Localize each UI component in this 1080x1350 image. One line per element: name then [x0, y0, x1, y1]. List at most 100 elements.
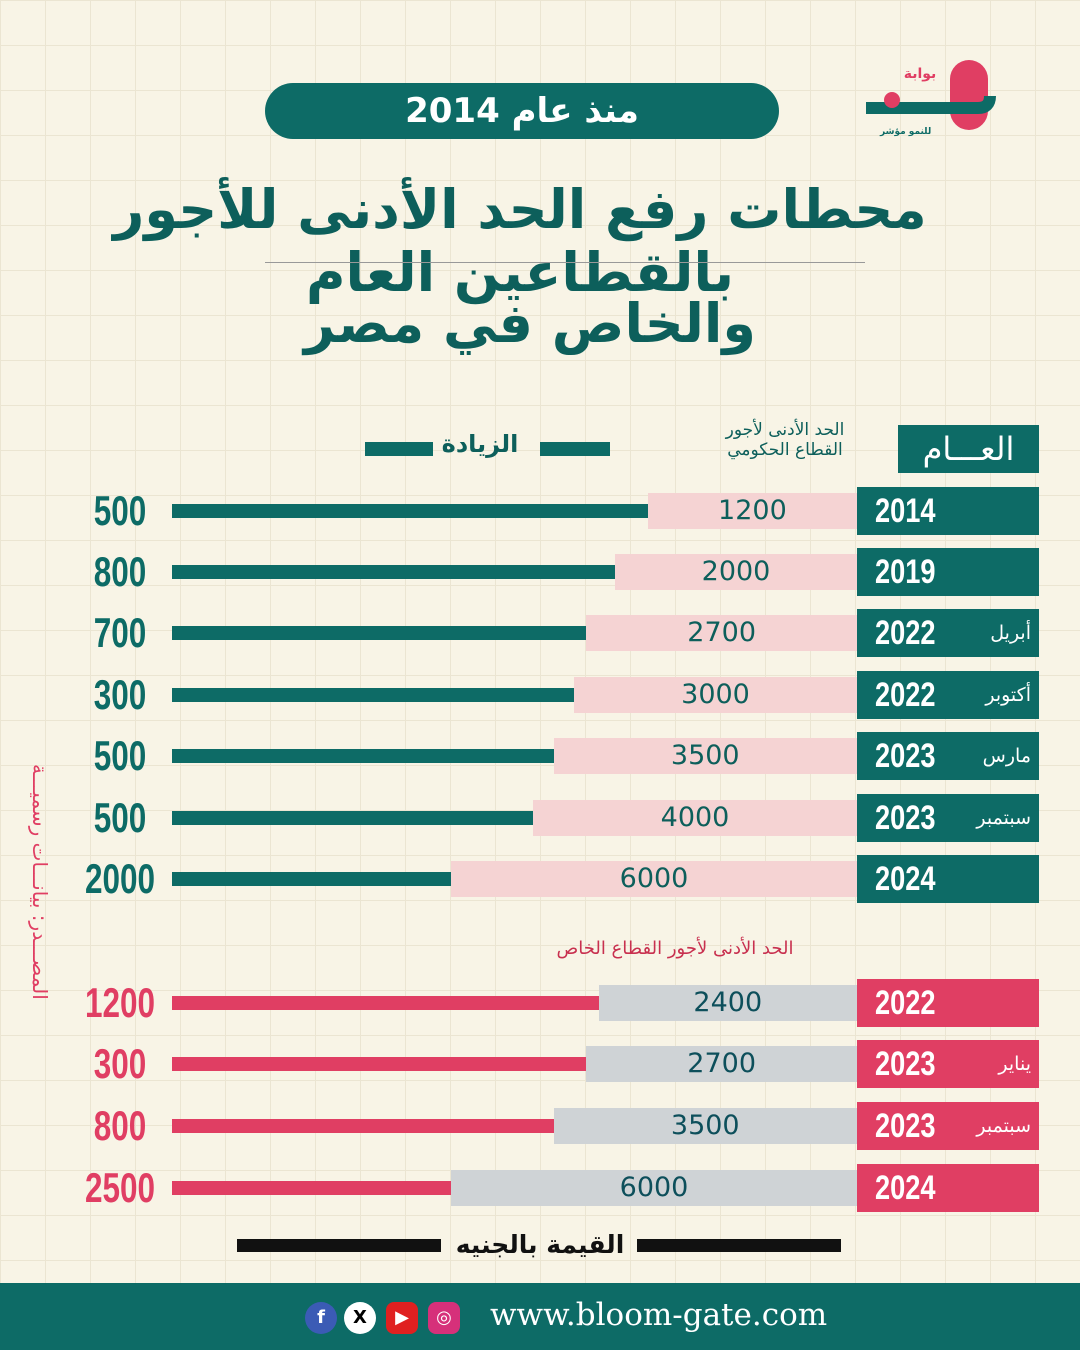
gov-header: الحد الأدنى لأجور القطاع الحكومي: [725, 420, 845, 460]
wage-value: 4000: [660, 802, 730, 833]
increase-bar: [172, 749, 554, 763]
year-label: 2023: [875, 1045, 936, 1083]
year-label: 2019: [875, 553, 936, 591]
table-row: 800 3500 2023 سبتمبر: [0, 1102, 1080, 1150]
table-row: 500 4000 2023 سبتمبر: [0, 794, 1080, 842]
wage-bar: 4000: [533, 800, 857, 836]
increase-value: 1200: [84, 979, 156, 1026]
wage-bar: 3500: [553, 1108, 857, 1144]
year-box: 2022 أبريل: [857, 609, 1039, 657]
private-header: الحد الأدنى لأجور القطاع الخاص: [556, 938, 794, 959]
increase-bar: [172, 872, 451, 886]
unit-line-left: [237, 1239, 441, 1252]
wage-bar: 6000: [451, 861, 857, 897]
wage-bar: 3000: [574, 677, 857, 713]
month-label: سبتمبر: [976, 807, 1031, 829]
increase-value: 2000: [84, 855, 156, 902]
legend-line-right: [540, 442, 610, 456]
increase-bar: [172, 996, 599, 1010]
year-label: 2023: [875, 1107, 936, 1145]
footer: [0, 1283, 1080, 1350]
year-label: 2024: [875, 1169, 936, 1207]
increase-value: 2500: [84, 1164, 156, 1211]
month-label: سبتمبر: [976, 1115, 1031, 1137]
svg-text:بوابة: بوابة: [904, 66, 937, 82]
increase-bar: [172, 626, 587, 640]
table-row: 300 3000 2022 أكتوبر: [0, 671, 1080, 719]
table-row: 2500 6000 2024: [0, 1164, 1080, 1212]
table-row: 1200 2400 2022: [0, 979, 1080, 1027]
year-box: 2022: [857, 979, 1039, 1027]
wage-bar: 2700: [586, 1046, 857, 1082]
wage-value: 6000: [619, 863, 689, 894]
wage-bar: 2000: [615, 554, 857, 590]
wage-bar: 2400: [598, 985, 857, 1021]
table-row: 800 2000 2019: [0, 548, 1080, 596]
year-label: 2022: [875, 984, 936, 1022]
increase-bar: [172, 811, 533, 825]
wage-bar: 6000: [451, 1170, 857, 1206]
table-row: 500 3500 2023 مارس: [0, 732, 1080, 780]
wage-value: 2700: [687, 1048, 756, 1079]
table-row: 500 1200 2014: [0, 487, 1080, 535]
increase-bar: [172, 504, 648, 518]
increase-bar: [172, 1119, 554, 1133]
since-badge: منذ عام 2014: [265, 83, 779, 139]
month-label: يناير: [998, 1053, 1031, 1075]
source-note: المصـــدر: بيانـــات رسميـــة: [28, 764, 52, 1000]
increase-value: 800: [93, 1102, 147, 1149]
table-row: 300 2700 2023 يناير: [0, 1040, 1080, 1088]
wage-value: 3500: [670, 1110, 740, 1141]
unit-line-right: [637, 1239, 841, 1252]
wage-bar: 1200: [647, 493, 857, 529]
increase-value: 500: [93, 732, 147, 779]
wage-value: 6000: [619, 1172, 689, 1203]
legend-line-left: [365, 442, 433, 456]
unit-label: القيمة بالجنيه: [455, 1230, 625, 1259]
x-icon[interactable]: X: [344, 1302, 376, 1334]
year-box: 2014: [857, 487, 1039, 535]
wage-value: 2400: [693, 987, 763, 1018]
title-line-1: محطات رفع الحد الأدنى للأجور بالقطاعين ا…: [113, 178, 927, 304]
wage-value: 2700: [687, 617, 756, 648]
increase-value: 700: [93, 609, 147, 656]
year-box: 2023 سبتمبر: [857, 1102, 1039, 1150]
year-box: 2023 يناير: [857, 1040, 1039, 1088]
increase-value: 500: [93, 794, 147, 841]
wage-value: 3000: [681, 679, 750, 710]
month-label: مارس: [982, 745, 1031, 767]
wage-value: 1200: [718, 495, 787, 526]
svg-text:للنمو مؤشر: للنمو مؤشر: [879, 127, 931, 137]
year-header: العـــام: [898, 425, 1039, 473]
year-box: 2024: [857, 855, 1039, 903]
website-link[interactable]: www.bloom-gate.com: [490, 1297, 828, 1333]
wage-value: 2000: [701, 556, 771, 587]
year-box: 2024: [857, 1164, 1039, 1212]
year-box: 2019: [857, 548, 1039, 596]
table-row: 700 2700 2022 أبريل: [0, 609, 1080, 657]
increase-value: 300: [93, 671, 147, 718]
title-divider: [265, 262, 865, 263]
year-label: 2023: [875, 799, 936, 837]
increase-value: 800: [93, 548, 147, 595]
increase-value: 300: [93, 1040, 147, 1087]
increase-value: 500: [93, 487, 147, 534]
year-label: 2024: [875, 860, 936, 898]
increase-bar: [172, 1181, 451, 1195]
youtube-icon[interactable]: ▶: [386, 1302, 418, 1334]
table-row: 2000 6000 2024: [0, 855, 1080, 903]
year-label: 2023: [875, 737, 936, 775]
facebook-icon[interactable]: f: [305, 1302, 337, 1334]
year-label: 2022: [875, 614, 936, 652]
increase-bar: [172, 1057, 587, 1071]
wage-bar: 3500: [553, 738, 857, 774]
title-line-2: والخاص في مصر: [303, 292, 756, 355]
year-label: 2022: [875, 676, 936, 714]
year-box: 2022 أكتوبر: [857, 671, 1039, 719]
instagram-icon[interactable]: ◎: [428, 1302, 460, 1334]
increase-bar: [172, 565, 615, 579]
month-label: أبريل: [990, 622, 1031, 644]
bloom-logo: بوابة للنمو مؤشر: [860, 58, 1000, 143]
year-label: 2014: [875, 492, 936, 530]
